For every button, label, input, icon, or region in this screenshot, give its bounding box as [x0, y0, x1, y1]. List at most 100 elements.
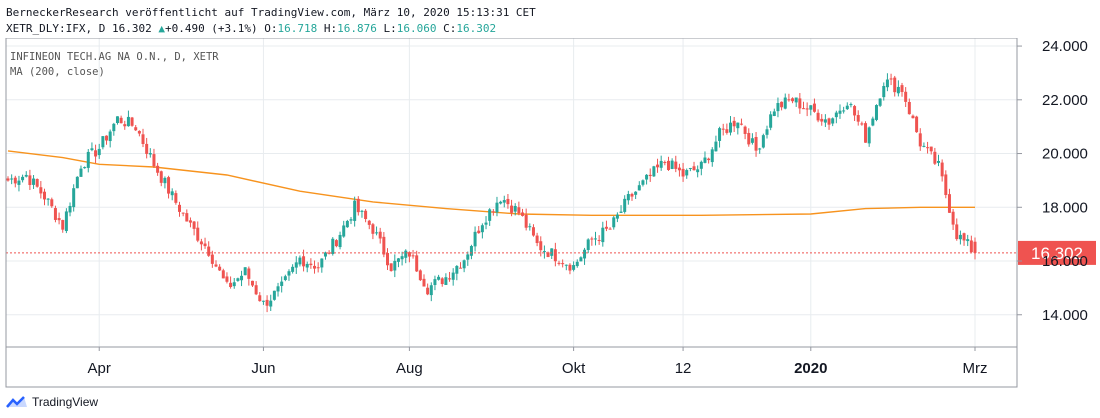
candle-body — [10, 178, 14, 180]
candle — [805, 102, 809, 117]
candle — [718, 126, 722, 148]
candle-body — [564, 264, 568, 266]
candle-body — [648, 174, 652, 177]
candle-body — [572, 265, 576, 270]
candle-body — [849, 104, 853, 106]
candle — [524, 208, 528, 231]
candle — [772, 108, 776, 117]
candle — [940, 159, 944, 182]
candle-body — [283, 276, 287, 281]
candle — [707, 157, 711, 164]
candle — [112, 122, 116, 136]
candle-body — [831, 118, 835, 124]
candle-body — [553, 249, 557, 262]
candle-body — [225, 276, 229, 282]
candle — [294, 256, 298, 274]
candle-body — [524, 214, 528, 228]
candle — [674, 155, 678, 173]
candle-body — [513, 205, 517, 212]
candle — [119, 115, 123, 124]
candle-body — [429, 285, 433, 296]
x-tick-label: Aug — [396, 360, 423, 377]
candle — [856, 110, 860, 126]
candle — [407, 251, 411, 263]
symbol-price: XETR_DLY:IFX, D 16.302 — [6, 22, 152, 35]
candle — [575, 259, 579, 268]
candle-body — [444, 277, 448, 285]
candle-body — [791, 98, 795, 102]
candle-body — [360, 210, 364, 212]
candle-body — [68, 205, 72, 213]
candle-body — [652, 166, 656, 177]
candle — [105, 135, 109, 145]
candle-body — [575, 261, 579, 267]
candle — [929, 146, 933, 155]
candle-body — [396, 258, 400, 262]
candle — [68, 202, 72, 217]
candle-body — [561, 263, 565, 265]
candle-body — [495, 202, 499, 213]
candle-body — [729, 122, 733, 133]
candle-body — [338, 234, 342, 248]
candle-body — [130, 117, 134, 126]
candle — [141, 128, 145, 148]
candle — [918, 128, 922, 151]
candle — [681, 162, 685, 182]
candle-body — [805, 108, 809, 110]
candle — [258, 292, 262, 302]
candle — [747, 128, 751, 147]
candle-body — [232, 282, 236, 287]
candle — [663, 160, 667, 166]
candle-body — [32, 178, 36, 185]
y-tick-label: 22.000 — [1042, 92, 1088, 109]
candle-body — [57, 218, 61, 221]
candle-body — [243, 267, 247, 276]
candle — [860, 121, 864, 126]
candle-body — [838, 110, 842, 114]
tradingview-branding[interactable]: TradingView — [6, 392, 98, 412]
publisher-line: BerneckerResearch veröffentlicht auf Tra… — [6, 6, 536, 19]
candle-body — [951, 211, 955, 225]
candle — [261, 300, 265, 305]
candle — [163, 176, 167, 189]
candle — [451, 268, 455, 286]
candle-body — [488, 209, 492, 221]
candle-body — [754, 136, 758, 151]
open-label: O: — [264, 22, 278, 35]
candle-body — [375, 232, 379, 234]
candle — [666, 156, 670, 171]
candle — [528, 223, 532, 231]
candle-body — [637, 185, 641, 191]
candle-body — [542, 251, 546, 253]
candle — [440, 277, 444, 287]
candle-body — [386, 252, 390, 266]
candle — [652, 165, 656, 178]
candle-body — [170, 191, 174, 196]
candle-body — [940, 162, 944, 177]
candle — [798, 93, 802, 114]
candle — [641, 179, 645, 187]
legend-indicator: MA (200, close) — [10, 66, 105, 78]
candle-body — [656, 164, 660, 168]
candle — [769, 111, 773, 131]
candle-body — [765, 129, 769, 135]
candle-body — [137, 130, 141, 134]
candle — [24, 171, 28, 178]
candle — [615, 212, 619, 223]
candle-body — [670, 160, 674, 169]
candle-body — [371, 224, 375, 234]
candle — [203, 237, 207, 249]
candle-body — [499, 201, 503, 204]
candle-body — [568, 264, 572, 271]
candle — [583, 247, 587, 265]
candle-body — [845, 105, 849, 110]
candle-body — [305, 263, 309, 268]
candle-body — [937, 160, 941, 163]
price-chart[interactable]: 16.302 INFINEON TECH.AG NA O.N., D, XETR… — [0, 38, 1100, 388]
candle — [951, 208, 955, 230]
x-tick-label: 12 — [675, 360, 692, 377]
candle-body — [809, 105, 813, 110]
candle — [699, 160, 703, 176]
candle — [156, 162, 160, 176]
candle — [510, 199, 514, 217]
